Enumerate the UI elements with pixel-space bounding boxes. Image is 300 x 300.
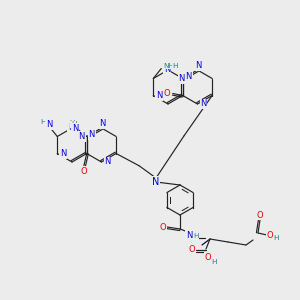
Text: N: N: [46, 120, 52, 129]
Text: H: H: [172, 62, 178, 68]
Text: N: N: [195, 61, 202, 70]
Text: H: H: [211, 259, 217, 265]
Text: N: N: [79, 132, 85, 141]
Text: N: N: [68, 122, 74, 131]
Text: N: N: [164, 64, 170, 74]
Text: O: O: [80, 167, 87, 176]
Text: N: N: [186, 230, 192, 239]
Text: O: O: [189, 245, 195, 254]
Text: N: N: [72, 124, 79, 133]
Text: O: O: [267, 230, 273, 239]
Text: H: H: [71, 122, 76, 128]
Text: N: N: [200, 100, 207, 109]
Text: N: N: [185, 72, 192, 81]
Text: H: H: [193, 233, 199, 239]
Text: H: H: [273, 235, 279, 241]
Text: N: N: [88, 130, 95, 139]
Text: H: H: [40, 119, 46, 125]
Text: N: N: [156, 91, 163, 100]
Text: O: O: [205, 253, 211, 262]
Text: N: N: [99, 119, 106, 128]
Text: N: N: [152, 177, 160, 187]
Text: O: O: [164, 89, 170, 98]
Text: O: O: [257, 211, 263, 220]
Text: N: N: [60, 149, 67, 158]
Text: H: H: [165, 62, 171, 68]
Text: N: N: [104, 158, 111, 166]
Text: H: H: [69, 120, 75, 126]
Text: O: O: [160, 223, 166, 232]
Text: N: N: [178, 74, 185, 83]
Text: NH: NH: [163, 62, 174, 68]
